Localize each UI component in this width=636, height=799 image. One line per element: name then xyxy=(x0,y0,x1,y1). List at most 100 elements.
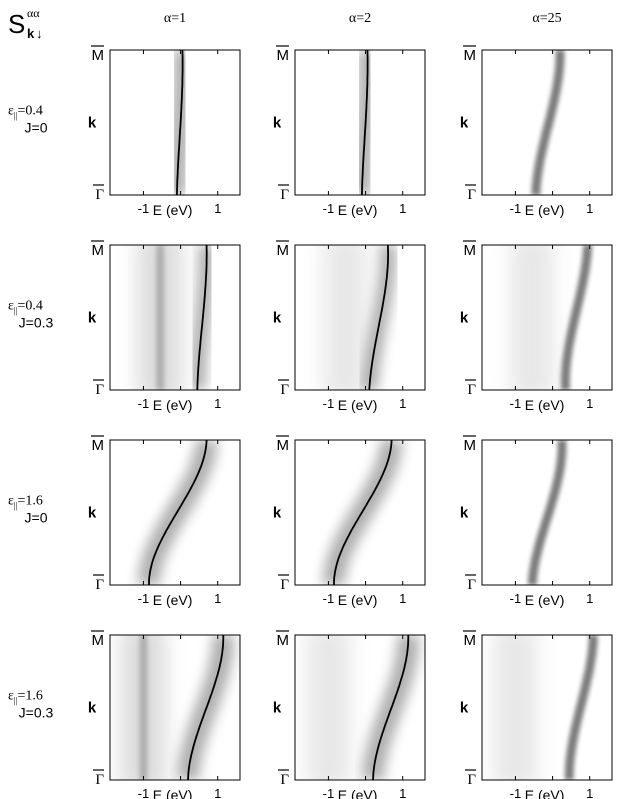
heatmap-panel: -1 1 E (eV) Mk Γ xyxy=(273,435,426,608)
band-sharp-line xyxy=(176,50,184,195)
y-axis-label: k xyxy=(273,700,282,717)
row-j-label: J=0 xyxy=(25,510,48,526)
y-tick-top-label: M xyxy=(464,437,477,454)
x-tick-label: -1 xyxy=(510,396,522,411)
y-axis-label: k xyxy=(460,700,469,717)
band-broad xyxy=(560,245,593,390)
x-axis-label: E (eV) xyxy=(525,592,565,608)
y-tick-bottom-label: Γ xyxy=(280,577,289,593)
row-j-label: J=0.3 xyxy=(19,315,54,331)
x-tick-label: -1 xyxy=(510,201,522,216)
x-tick-label: -1 xyxy=(510,786,522,799)
band-broad xyxy=(531,50,565,195)
side-band-core xyxy=(156,245,165,390)
x-tick-label: 1 xyxy=(214,201,221,216)
y-tick-bottom-label: Γ xyxy=(280,382,289,398)
column-headers: α=1 α=2 α=25 xyxy=(164,11,562,26)
row-epsilon-label: ε||=1.6 xyxy=(8,689,43,706)
row-label: ε||=1.6J=0.3 xyxy=(8,689,54,721)
panel-frame xyxy=(109,439,241,586)
y-tick-bottom-label: Γ xyxy=(95,772,104,788)
x-tick-label: -1 xyxy=(323,396,335,411)
x-tick-label: 1 xyxy=(586,591,593,606)
row-labels: ε||=0.4J=0ε||=0.4J=0.3ε||=1.6J=0ε||=1.6J… xyxy=(8,104,54,721)
x-tick-label: 1 xyxy=(586,396,593,411)
row-epsilon-label: ε||=0.4 xyxy=(8,104,43,121)
band-sharp-line xyxy=(196,245,208,390)
heatmap-panel: -1 1 E (eV) Mk Γ xyxy=(273,630,426,799)
heatmap-panel: -1 1 E (eV) Mk Γ xyxy=(88,435,241,608)
x-tick-label: 1 xyxy=(399,396,406,411)
x-axis-label: E (eV) xyxy=(338,397,378,413)
x-axis-label: E (eV) xyxy=(338,592,378,608)
y-axis-label: k xyxy=(88,505,97,522)
panel-frame xyxy=(294,634,426,781)
row-j-label: J=0.3 xyxy=(19,705,54,721)
x-tick-label: 1 xyxy=(399,591,406,606)
y-axis-label: k xyxy=(88,700,97,717)
y-tick-top-label: M xyxy=(464,47,477,64)
y-tick-bottom-label: Γ xyxy=(95,187,104,203)
row-label: ε||=0.4J=0 xyxy=(8,104,48,136)
x-axis-label: E (eV) xyxy=(338,787,378,799)
heatmap-panel: -1 1 E (eV) Mk Γ xyxy=(460,240,613,413)
x-axis-label: E (eV) xyxy=(153,397,193,413)
x-tick-label: -1 xyxy=(323,786,335,799)
heatmap-panel: -1 1 E (eV) Mk Γ xyxy=(88,240,241,413)
quantity-label: S αα k ↓ xyxy=(8,6,43,41)
y-tick-bottom-label: Γ xyxy=(280,772,289,788)
x-tick-label: -1 xyxy=(138,786,150,799)
row-label: ε||=0.4J=0.3 xyxy=(8,299,54,331)
side-band-core xyxy=(139,635,148,780)
quantity-sub-spin: ↓ xyxy=(36,26,43,41)
y-axis-label: k xyxy=(88,310,97,327)
band-broad xyxy=(564,635,598,780)
panel-frame xyxy=(109,49,241,196)
y-axis-label: k xyxy=(88,115,97,132)
x-tick-label: 1 xyxy=(399,786,406,799)
heatmap-panel: -1 1 E (eV) Mk Γ xyxy=(273,240,426,413)
y-tick-bottom-label: Γ xyxy=(467,187,476,203)
side-band xyxy=(323,245,368,390)
quantity-main: S xyxy=(8,9,25,39)
x-tick-label: -1 xyxy=(323,591,335,606)
band-sharp-line xyxy=(148,440,208,585)
heatmap-panel: -1 1 E (eV) Mk Γ xyxy=(88,45,241,218)
y-tick-top-label: M xyxy=(92,437,105,454)
x-axis-label: E (eV) xyxy=(338,202,378,218)
y-tick-top-label: M xyxy=(92,242,105,259)
x-axis-label: E (eV) xyxy=(153,592,193,608)
heatmap-panel: -1 1 E (eV) Mk Γ xyxy=(88,630,241,799)
y-axis-label: k xyxy=(460,310,469,327)
panel-frame xyxy=(109,244,241,391)
x-axis-label: E (eV) xyxy=(153,787,193,799)
x-tick-label: -1 xyxy=(138,201,150,216)
y-tick-top-label: M xyxy=(277,437,290,454)
band-sharp-line xyxy=(372,635,410,780)
x-tick-label: 1 xyxy=(214,396,221,411)
x-tick-label: -1 xyxy=(510,591,522,606)
band-sharp-line xyxy=(187,635,225,780)
y-tick-bottom-label: Γ xyxy=(95,577,104,593)
column-header: α=2 xyxy=(349,11,371,26)
y-axis-label: k xyxy=(273,505,282,522)
x-axis-label: E (eV) xyxy=(525,202,565,218)
side-band xyxy=(306,635,351,780)
row-j-label: J=0 xyxy=(25,120,48,136)
band-sharp-line xyxy=(361,50,369,195)
quantity-sup: αα xyxy=(27,6,40,20)
row-label: ε||=1.6J=0 xyxy=(8,494,48,526)
band-broad xyxy=(527,440,567,585)
y-tick-bottom-label: Γ xyxy=(467,577,476,593)
panel-frame xyxy=(481,634,613,781)
x-tick-label: -1 xyxy=(138,396,150,411)
x-tick-label: 1 xyxy=(214,786,221,799)
y-axis-label: k xyxy=(460,505,469,522)
column-header: α=25 xyxy=(532,11,561,26)
heatmap-panel: -1 1 E (eV) Mk Γ xyxy=(460,630,613,799)
quantity-sub-k: k xyxy=(27,26,35,41)
band-sharp-line xyxy=(368,245,389,390)
x-tick-label: 1 xyxy=(586,201,593,216)
panel-frame xyxy=(294,244,426,391)
